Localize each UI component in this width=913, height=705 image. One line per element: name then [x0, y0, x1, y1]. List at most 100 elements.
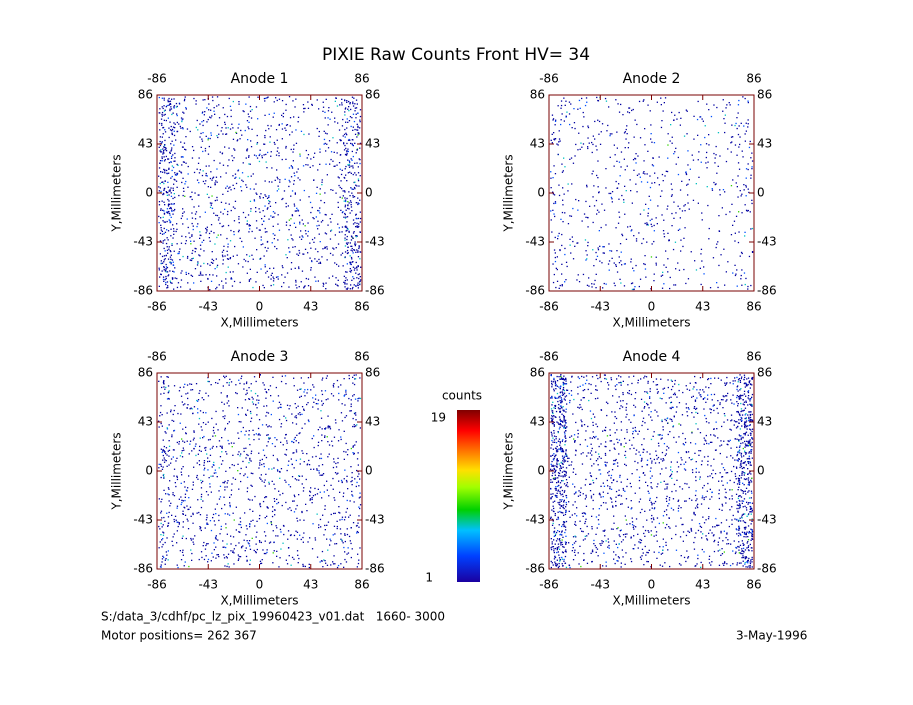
- speckle-dot: [661, 419, 663, 421]
- speckle-dot: [736, 386, 738, 388]
- speckle-dot: [329, 163, 331, 165]
- speckle-dot: [634, 157, 636, 160]
- speckle-dot: [644, 144, 646, 146]
- speckle-dot: [560, 123, 562, 126]
- speckle-dot: [293, 180, 295, 182]
- speckle-dot: [360, 266, 362, 268]
- speckle-dot: [349, 540, 351, 542]
- speckle-dot: [736, 562, 739, 564]
- speckle-dot: [173, 183, 175, 185]
- speckle-dot: [345, 389, 347, 391]
- speckle-dot: [166, 281, 169, 283]
- speckle-dot: [200, 132, 202, 135]
- speckle-dot: [305, 277, 307, 280]
- speckle-dot: [584, 513, 587, 515]
- speckle-dot: [172, 187, 174, 189]
- speckle-dot: [668, 240, 670, 242]
- speckle-dot: [649, 388, 651, 390]
- speckle-dot: [554, 215, 556, 218]
- speckle-dot: [737, 411, 740, 414]
- speckle-dot: [160, 190, 162, 193]
- speckle-dot: [338, 129, 341, 131]
- speckle-dot: [211, 202, 213, 204]
- speckle-dot: [290, 509, 292, 512]
- speckle-dot: [563, 97, 565, 99]
- speckle-dot: [167, 525, 169, 527]
- speckle-dot: [312, 217, 314, 219]
- speckle-dot: [551, 386, 553, 388]
- speckle-dot: [552, 478, 555, 480]
- speckle-dot: [731, 141, 733, 143]
- speckle-dot: [290, 148, 292, 151]
- speckle-dot: [266, 97, 268, 99]
- speckle-dot: [629, 179, 631, 181]
- speckle-dot: [342, 265, 344, 267]
- speckle-dot: [576, 242, 578, 244]
- speckle-dot: [266, 240, 269, 243]
- speckle-dot: [591, 173, 593, 175]
- speckle-dot: [610, 488, 613, 490]
- speckle-dot: [737, 381, 739, 383]
- speckle-dot: [239, 455, 241, 457]
- speckle-dot: [550, 219, 552, 221]
- speckle-dot: [747, 514, 749, 516]
- speckle-dot: [264, 388, 266, 390]
- speckle-dot: [232, 100, 234, 103]
- speckle-dot: [211, 258, 213, 260]
- speckle-dot: [198, 182, 200, 184]
- speckle-dot: [259, 149, 261, 151]
- speckle-dot: [716, 407, 718, 410]
- speckle-dot: [319, 518, 322, 521]
- speckle-dot: [644, 128, 646, 130]
- speckle-dot: [227, 190, 229, 192]
- speckle-dot: [736, 376, 738, 379]
- speckle-dot: [294, 210, 296, 212]
- speckle-dot: [261, 218, 263, 220]
- speckle-dot: [270, 278, 272, 280]
- speckle-dot: [186, 407, 188, 409]
- speckle-dot: [230, 189, 232, 191]
- speckle-dot: [737, 133, 740, 136]
- speckle-dot: [285, 221, 288, 223]
- speckle-dot: [211, 466, 213, 468]
- speckle-dot: [209, 264, 211, 266]
- speckle-dot: [285, 559, 287, 561]
- speckle-dot: [352, 173, 354, 176]
- speckle-dot: [216, 181, 218, 183]
- speckle-dot: [553, 439, 556, 441]
- speckle-dot: [232, 512, 234, 514]
- speckle-dot: [267, 96, 269, 98]
- speckle-dot: [649, 219, 651, 222]
- speckle-dot: [295, 129, 297, 131]
- speckle-dot: [357, 112, 359, 114]
- speckle-dot: [584, 498, 586, 500]
- speckle-dot: [564, 490, 566, 492]
- speckle-dot: [187, 392, 189, 394]
- speckle-dot: [329, 238, 332, 240]
- speckle-dot: [560, 448, 562, 450]
- speckle-dot: [253, 199, 255, 201]
- speckle-dot: [164, 459, 166, 461]
- speckle-dot: [264, 114, 266, 116]
- speckle-dot: [673, 119, 675, 121]
- speckle-dot: [695, 467, 697, 470]
- speckle-dot: [160, 501, 162, 503]
- speckle-dot: [306, 157, 308, 159]
- speckle-dot: [670, 461, 672, 463]
- speckle-dot: [298, 252, 301, 254]
- speckle-dot: [356, 284, 359, 286]
- speckle-dot: [204, 447, 206, 449]
- speckle-dot: [256, 407, 258, 409]
- speckle-dot: [320, 560, 323, 562]
- speckle-dot: [349, 195, 351, 197]
- speckle-dot: [572, 536, 575, 538]
- speckle-dot: [194, 445, 197, 447]
- speckle-dot: [565, 279, 567, 281]
- speckle-dot: [680, 117, 682, 119]
- speckle-dot: [299, 458, 302, 460]
- speckle-dot: [670, 124, 672, 126]
- speckle-dot: [355, 235, 357, 237]
- speckle-dot: [306, 510, 308, 512]
- speckle-dot: [323, 202, 326, 204]
- speckle-dot: [229, 240, 232, 242]
